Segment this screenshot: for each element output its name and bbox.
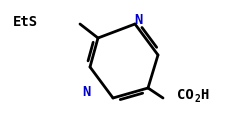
- Text: H: H: [200, 88, 208, 102]
- Text: N: N: [82, 85, 90, 99]
- Text: N: N: [134, 13, 142, 27]
- Text: 2: 2: [194, 94, 200, 104]
- Text: EtS: EtS: [13, 15, 38, 29]
- Text: CO: CO: [177, 88, 194, 102]
